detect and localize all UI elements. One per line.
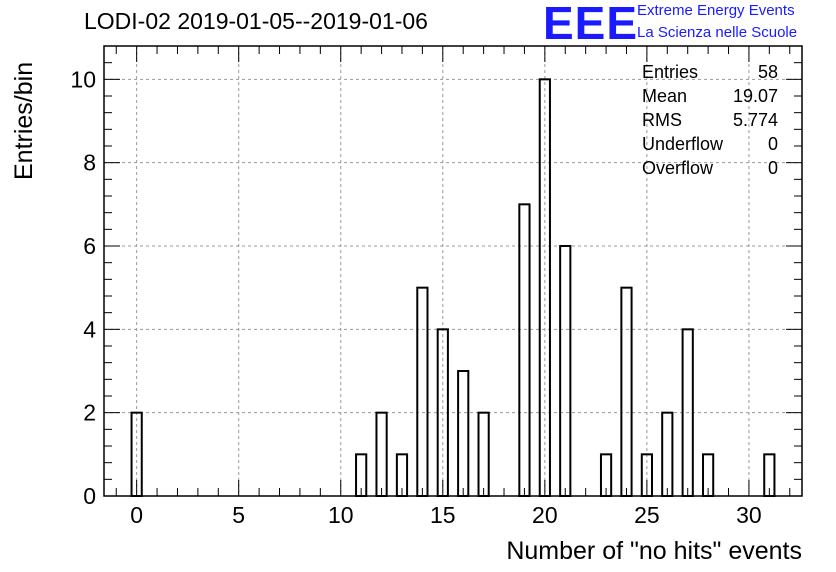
y-tick-label: 6 <box>83 233 96 259</box>
eee-logo: EEE <box>543 0 639 49</box>
histogram-bar <box>457 370 470 497</box>
stat-label: Entries <box>642 62 699 82</box>
y-axis-label: Entries/bin <box>10 61 38 180</box>
x-tick-label: 25 <box>634 502 660 528</box>
y-tick-label: 2 <box>83 400 96 426</box>
histogram-bar <box>375 411 388 497</box>
stat-row-underflow: Underflow 0 <box>642 132 778 156</box>
histogram-bar <box>661 411 674 497</box>
histogram-bar <box>620 286 633 497</box>
x-tick-label: 20 <box>532 502 558 528</box>
y-tick-label: 0 <box>83 483 96 509</box>
stat-value: 58 <box>757 62 778 82</box>
chart-title: LODI-02 2019-01-05--2019-01-06 <box>84 8 428 34</box>
stat-row-rms: RMS 5.774 <box>642 108 778 132</box>
histogram-bar <box>559 245 572 497</box>
stat-label: Mean <box>642 86 688 106</box>
x-axis-label: Number of "no hits" events <box>506 537 802 565</box>
histogram-bar <box>477 411 490 497</box>
logo-line-2: La Scienza nelle Scuole <box>637 24 798 41</box>
stat-value: 5.774 <box>732 110 778 130</box>
logo-line-1: Extreme Energy Events <box>637 2 795 19</box>
stat-value: 0 <box>767 158 778 178</box>
y-tick-label: 10 <box>70 66 96 92</box>
stat-value: 19.07 <box>732 86 778 106</box>
x-tick-label: 30 <box>736 502 762 528</box>
x-tick-label: 10 <box>328 502 354 528</box>
stat-row-overflow: Overflow 0 <box>642 156 778 180</box>
stats-box: Entries 58 Mean 19.07 RMS 5.774 Underflo… <box>642 60 778 180</box>
x-tick-label: 5 <box>232 502 245 528</box>
stat-label: Underflow <box>642 134 724 154</box>
stat-label: RMS <box>642 110 682 130</box>
plot-frame <box>103 45 803 497</box>
x-tick-label: 15 <box>430 502 456 528</box>
y-tick-label: 8 <box>83 150 96 176</box>
stat-value: 0 <box>767 134 778 154</box>
stat-row-mean: Mean 19.07 <box>642 84 778 108</box>
histogram-bar <box>518 203 531 497</box>
stat-label: Overflow <box>642 158 714 178</box>
histogram-bar <box>416 286 429 497</box>
y-tick-label: 4 <box>83 316 96 342</box>
stat-row-entries: Entries 58 <box>642 60 778 84</box>
x-tick-label: 0 <box>130 502 143 528</box>
